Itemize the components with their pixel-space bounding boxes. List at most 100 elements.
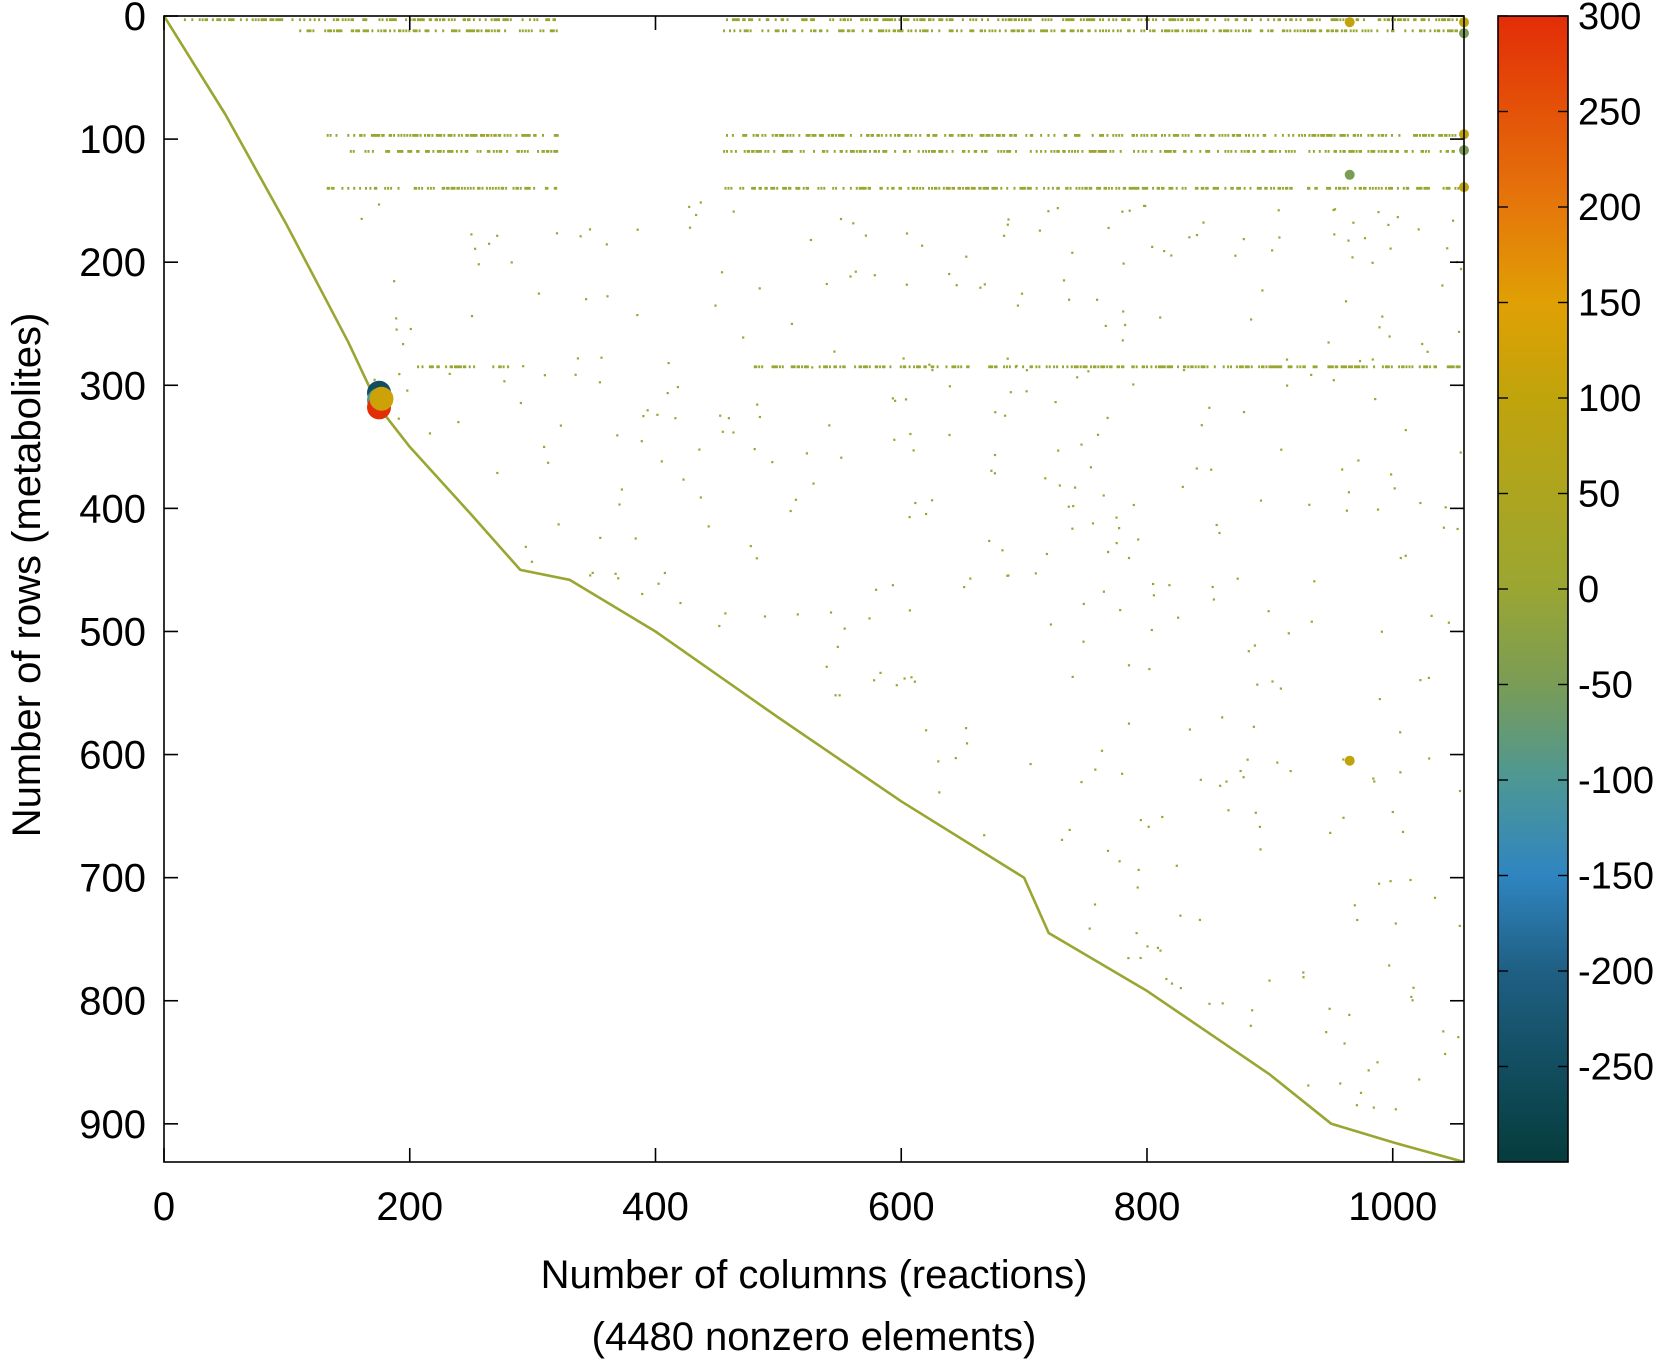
nonzero-cell [767,29,770,33]
nonzero-cell [448,150,451,153]
nonzero-cell [1082,640,1085,643]
nonzero-cell [499,365,502,369]
nonzero-cell [820,186,823,190]
nonzero-cell [1302,29,1305,33]
nonzero-cell [1274,150,1277,153]
nonzero-cell [1277,209,1280,212]
nonzero-cell [1418,365,1421,369]
nonzero-cell [932,150,935,153]
nonzero-cell [1234,29,1237,33]
nonzero-cell [956,29,958,33]
nonzero-cell [920,18,923,22]
nonzero-cell [1007,150,1010,153]
nonzero-cell [1386,18,1389,22]
nonzero-cell [1105,186,1107,190]
nonzero-cell [1412,986,1415,989]
nonzero-cell [1385,134,1388,137]
nonzero-cell [1194,134,1197,137]
nonzero-cell [783,150,786,153]
nonzero-cell [1279,150,1281,153]
nonzero-cell [761,365,764,369]
nonzero-cell [1433,896,1437,899]
nonzero-cell [907,134,910,137]
plot-area [164,16,1464,1162]
nonzero-cell [344,18,347,22]
nonzero-cell [1308,150,1311,153]
nonzero-cell [753,448,756,451]
nonzero-cell [1073,365,1076,369]
nonzero-cell [377,29,380,33]
nonzero-cell [484,18,487,22]
nonzero-cell [1088,150,1091,153]
nonzero-cell [789,186,792,190]
nonzero-cell [1360,134,1362,137]
nonzero-cell [496,29,499,33]
nonzero-cell [415,134,418,137]
nonzero-cell [1177,29,1180,33]
nonzero-cell [1222,365,1225,369]
nonzero-cell [963,150,966,153]
nonzero-cell [785,150,787,153]
nonzero-cell [1355,365,1358,369]
nonzero-cell [1088,29,1091,33]
nonzero-cell [854,365,857,369]
nonzero-cell [1006,574,1009,577]
nonzero-cell [495,18,497,22]
nonzero-cell [751,186,754,190]
nonzero-cell [869,150,871,153]
nonzero-cell [873,274,876,277]
nonzero-cell [1200,424,1203,427]
nonzero-cell [781,365,784,369]
nonzero-cell [263,18,266,22]
nonzero-cell [933,150,936,153]
nonzero-cell [1148,668,1151,671]
nonzero-cell [899,365,902,369]
nonzero-cell [1278,236,1281,239]
nonzero-cell [780,134,783,137]
nonzero-cell [1390,473,1393,476]
nonzero-cell [1411,150,1414,153]
nonzero-cell [490,29,493,33]
nonzero-cell [916,365,918,369]
nonzero-cell [1177,18,1180,22]
nonzero-cell [1158,186,1160,190]
nonzero-cell [1419,29,1421,33]
nonzero-cell [1339,150,1342,153]
nonzero-cell [882,150,885,153]
nonzero-cell [1345,29,1348,33]
nonzero-cell [730,186,733,190]
nonzero-cell [1281,134,1284,137]
nonzero-cell [1442,526,1445,529]
nonzero-cell [1103,186,1106,190]
nonzero-cell [860,186,863,190]
nonzero-cell [752,150,755,153]
nonzero-cell [445,365,448,369]
nonzero-cell [553,134,556,137]
nonzero-cell [1137,150,1140,153]
nonzero-cell [1197,18,1200,22]
nonzero-cell [1304,29,1306,33]
nonzero-cell [1435,18,1438,22]
nonzero-cell [430,365,433,369]
nonzero-cell [724,612,727,615]
nonzero-cell [485,134,488,137]
nonzero-cell [1277,365,1280,369]
nonzero-cell [1018,18,1020,22]
nonzero-cell [1398,18,1401,22]
nonzero-cell [525,134,528,137]
nonzero-cell [1146,186,1149,190]
nonzero-cell [362,29,365,33]
nonzero-cell [1132,503,1135,507]
nonzero-cell [1419,679,1422,682]
nonzero-cell [932,134,935,137]
nonzero-cell [491,186,494,190]
nonzero-cell [790,150,793,153]
nonzero-cell [1169,186,1172,190]
nonzero-cell [824,365,827,369]
nonzero-cell [928,18,930,22]
nonzero-cell [393,29,396,33]
nonzero-cell [993,472,996,475]
nonzero-cell [1012,29,1015,33]
nonzero-cell [1265,186,1268,190]
nonzero-cell [383,29,386,33]
